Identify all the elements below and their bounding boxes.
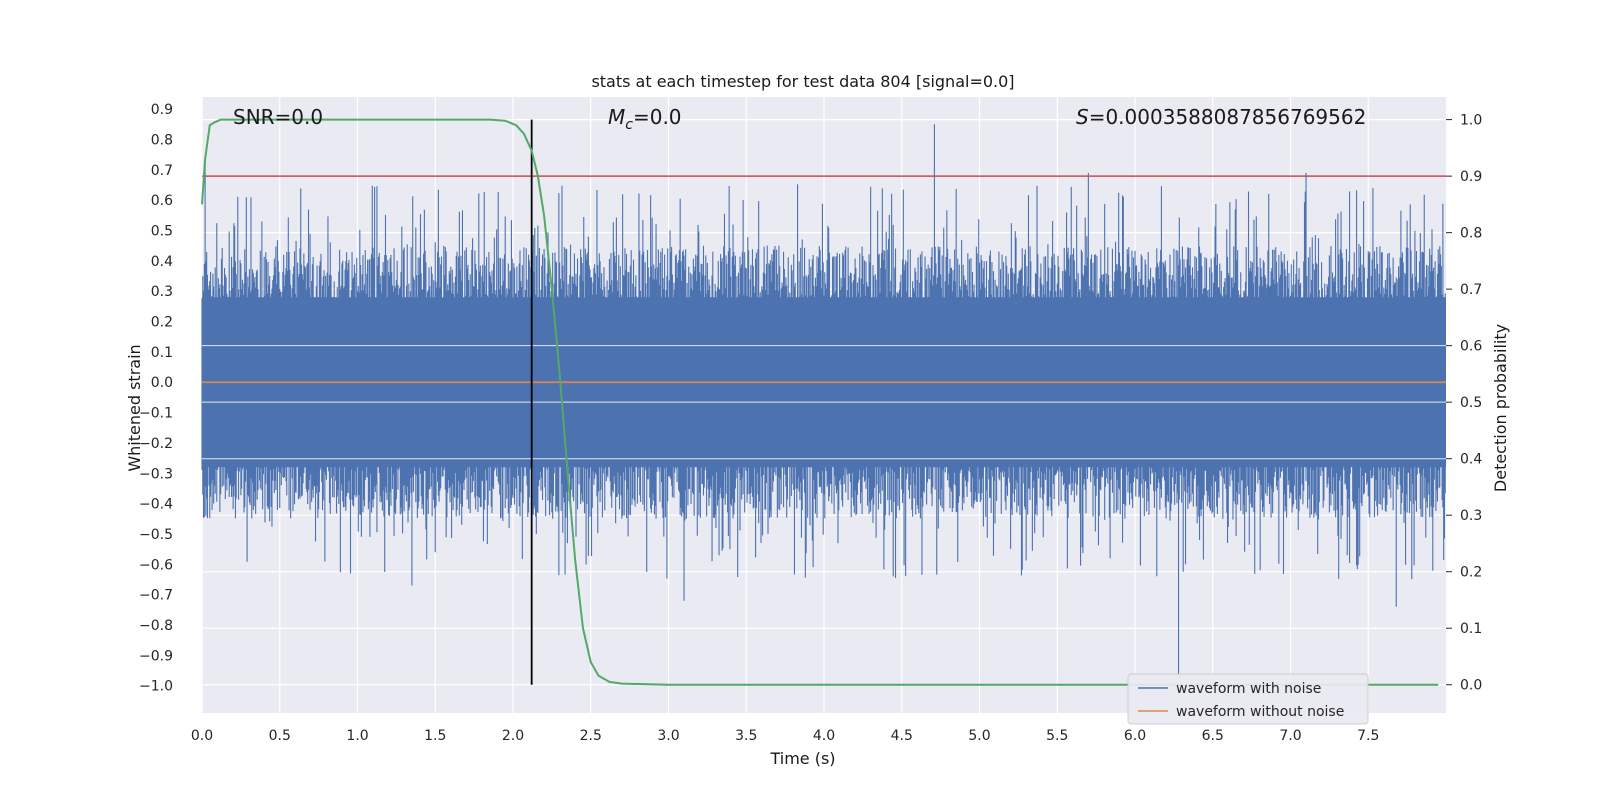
y-tick-label: −0.6 — [139, 557, 173, 573]
y-tick-label: −0.4 — [139, 497, 173, 513]
x-tick-label: 4.5 — [891, 728, 913, 744]
chart-title: stats at each timestep for test data 804… — [591, 72, 1014, 91]
y2-tick-label: 0.8 — [1460, 226, 1482, 242]
y2-tick-label: 0.2 — [1460, 565, 1482, 581]
x-axis-label: Time (s) — [769, 749, 835, 768]
y-tick-label: 0.2 — [151, 315, 173, 331]
x-tick-label: 7.0 — [1279, 728, 1301, 744]
chirp-mass-annotation: Mc=0.0 — [608, 105, 682, 133]
y-tick-label: −0.8 — [139, 618, 173, 634]
y2-tick-label: 0.5 — [1460, 395, 1482, 411]
y2-tick-label: 0.3 — [1460, 508, 1482, 524]
y-tick-label: −0.7 — [139, 588, 173, 604]
probability-line — [201, 118, 1439, 686]
axes-ticks: 0.0 0.5 1.0 1.5 2.0 2.5 3.0 3.5 4.0 4.5 5.0 5.5 6.0 6… — [139, 102, 1482, 744]
x-tick-label: 6.0 — [1124, 728, 1146, 744]
x-tick-label: 1.0 — [346, 728, 368, 744]
y-tick-label: 0.3 — [151, 284, 173, 300]
y2-tick-label: 0.9 — [1460, 169, 1482, 185]
y2-tick-label: 0.6 — [1460, 339, 1482, 355]
x-tick-label: 1.5 — [424, 728, 446, 744]
y-tick-label: 0.5 — [151, 224, 173, 240]
x-tick-label: 2.0 — [502, 728, 524, 744]
y-tick-label: −0.5 — [139, 527, 173, 543]
y-axis-label: Whitened strain — [125, 344, 144, 471]
y-tick-label: 0.8 — [151, 132, 173, 148]
x-tick-label: 3.0 — [657, 728, 679, 744]
y-tick-label: 0.6 — [151, 193, 173, 209]
x-tick-label: 4.0 — [813, 728, 835, 744]
y-tick-label: −0.9 — [139, 648, 173, 664]
x-tick-label: 7.5 — [1357, 728, 1379, 744]
x-tick-label: 5.0 — [968, 728, 990, 744]
x-tick-label: 0.0 — [191, 728, 213, 744]
legend: waveform with noise waveform without noi… — [1127, 673, 1369, 725]
x-tick-label: 0.5 — [269, 728, 291, 744]
x-tick-label: 3.5 — [735, 728, 757, 744]
legend-label-clean: waveform without noise — [1176, 704, 1344, 720]
y-tick-label: −0.1 — [139, 406, 173, 422]
x-tick-label: 6.5 — [1202, 728, 1224, 744]
y-tick-label: 0.7 — [151, 163, 173, 179]
y-tick-label: −0.3 — [139, 466, 173, 482]
legend-label-noise: waveform with noise — [1176, 681, 1321, 697]
y-tick-label: 0.1 — [151, 345, 173, 361]
y-tick-label: −1.0 — [139, 679, 173, 695]
y2-tick-label: 0.0 — [1460, 678, 1482, 694]
y2-tick-label: 0.7 — [1460, 282, 1482, 298]
x-tick-label: 2.5 — [580, 728, 602, 744]
y-tick-label: 0.0 — [151, 375, 173, 391]
y2-axis-label: Detection probability — [1491, 324, 1510, 492]
x-tick-label: 5.5 — [1046, 728, 1068, 744]
y2-tick-label: 0.1 — [1460, 621, 1482, 637]
snr-annotation: SNR=0.0 — [233, 105, 323, 129]
y2-tick-label: 1.0 — [1460, 113, 1482, 129]
legend-box — [1127, 673, 1369, 725]
y-tick-label: 0.9 — [151, 102, 173, 118]
y-tick-label: −0.2 — [139, 436, 173, 452]
y2-tick-label: 0.4 — [1460, 452, 1482, 468]
y-tick-label: 0.4 — [151, 254, 173, 270]
s-annotation: S=0.0003588087856769562 — [1076, 105, 1366, 129]
